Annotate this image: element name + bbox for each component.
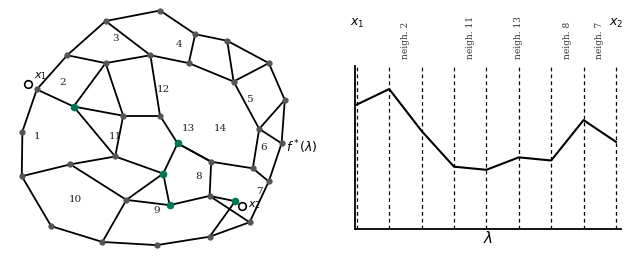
Text: neigh. 7: neigh. 7 [595, 22, 604, 59]
Text: 2: 2 [59, 78, 66, 87]
Text: neigh. 2: neigh. 2 [401, 22, 410, 59]
Text: 11: 11 [109, 132, 122, 141]
Text: $x_2$: $x_2$ [609, 17, 623, 30]
Text: 12: 12 [157, 85, 170, 94]
Text: 4: 4 [176, 40, 182, 49]
Text: 3: 3 [112, 34, 118, 43]
Text: 10: 10 [68, 195, 82, 204]
Text: 9: 9 [154, 206, 160, 215]
Text: neigh. 13: neigh. 13 [515, 16, 524, 59]
Text: 14: 14 [214, 124, 227, 133]
Text: $x_1$: $x_1$ [349, 17, 364, 30]
Text: 7: 7 [256, 188, 262, 196]
Text: 6: 6 [260, 143, 268, 152]
Text: 13: 13 [182, 124, 195, 133]
Text: $x_1$: $x_1$ [34, 70, 47, 82]
Text: neigh. 11: neigh. 11 [466, 16, 475, 59]
Text: $x_2$: $x_2$ [248, 199, 261, 211]
X-axis label: $\lambda$: $\lambda$ [483, 230, 493, 246]
Text: 8: 8 [195, 172, 202, 181]
Text: neigh. 8: neigh. 8 [563, 22, 572, 59]
Text: 5: 5 [246, 95, 253, 104]
Text: $f^*(\lambda)$: $f^*(\lambda)$ [287, 139, 318, 156]
Text: 1: 1 [33, 132, 40, 141]
